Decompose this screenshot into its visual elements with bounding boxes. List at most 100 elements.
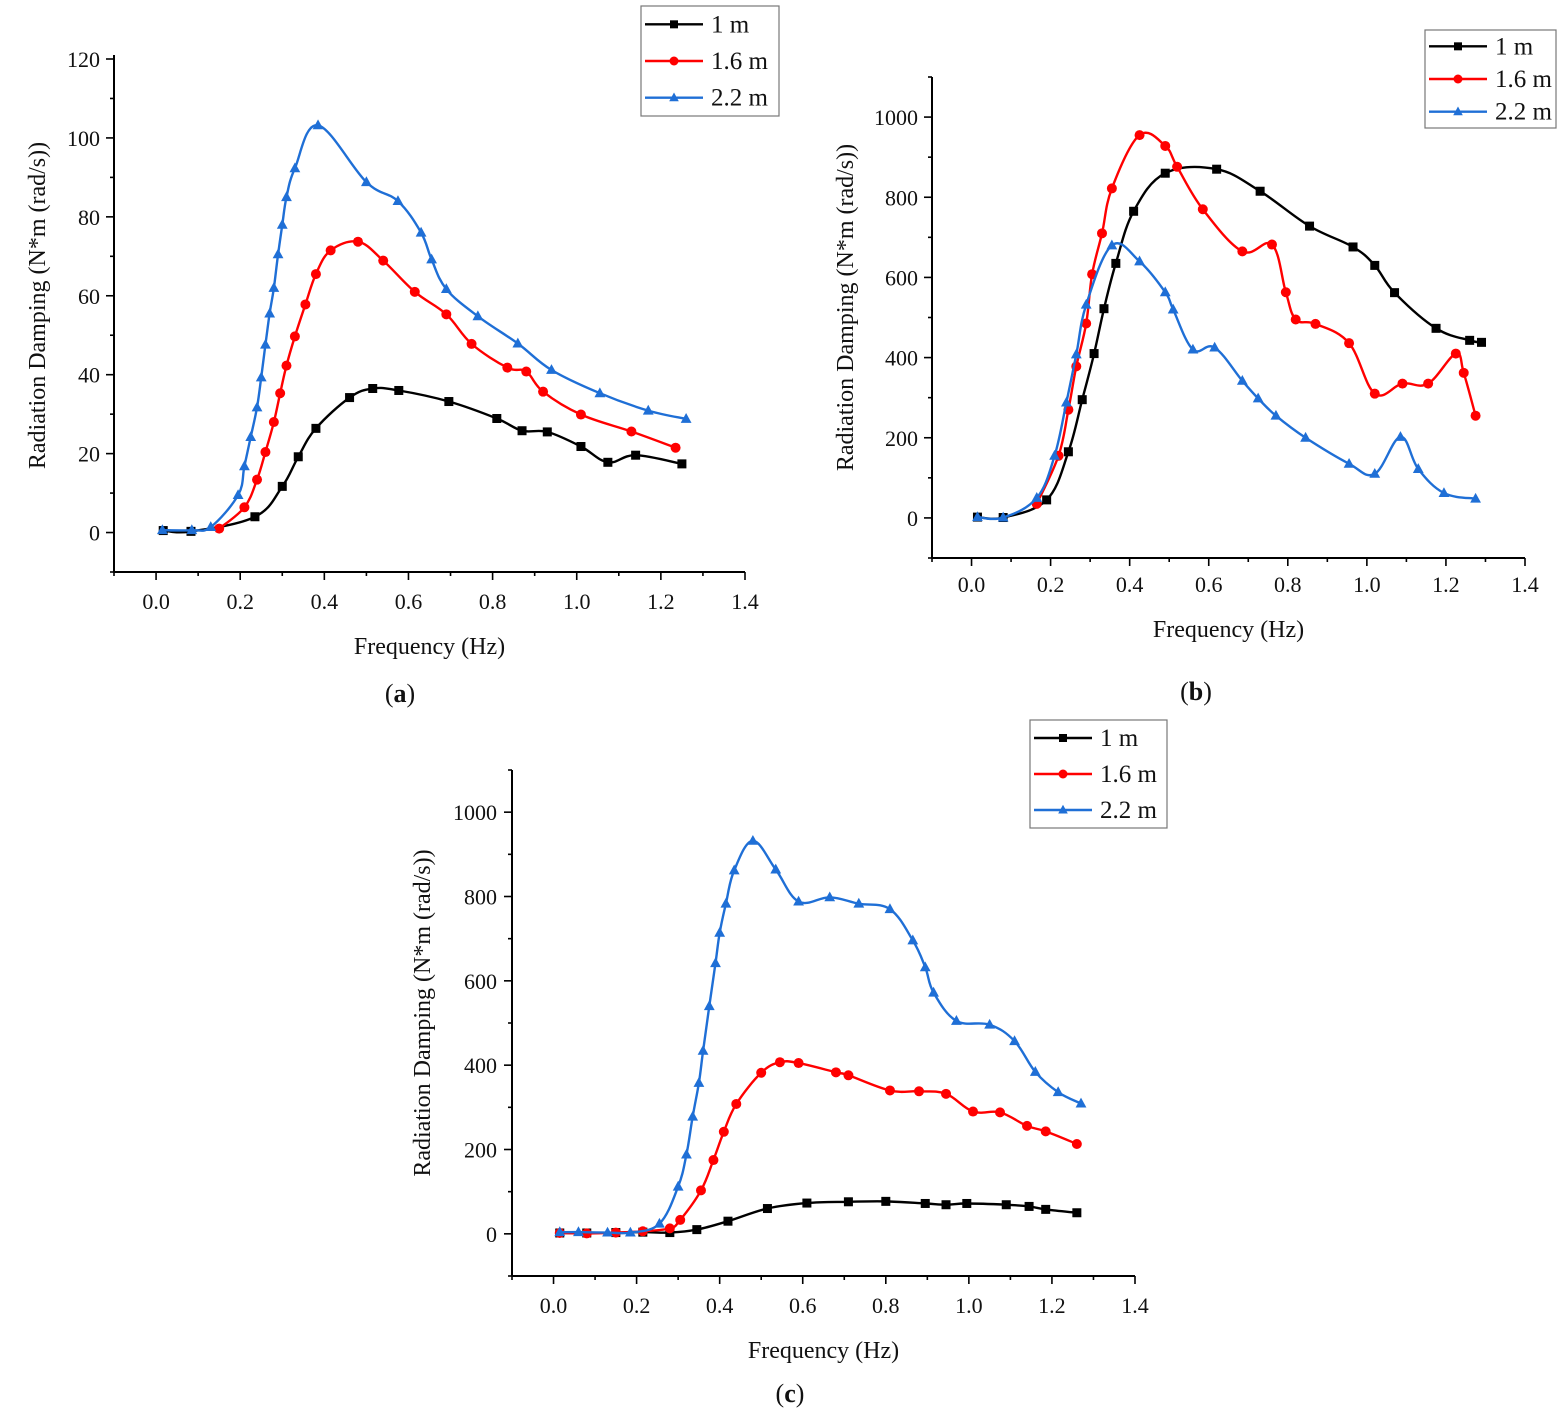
data-point	[1470, 410, 1481, 421]
data-point	[546, 364, 557, 374]
data-point	[1237, 246, 1248, 257]
series-line	[976, 165, 1483, 520]
panel-label: (b)	[1180, 677, 1212, 706]
data-point	[1052, 1086, 1064, 1097]
data-point	[1096, 228, 1107, 239]
data-point	[951, 1015, 962, 1025]
data-point	[1049, 449, 1060, 460]
x-tick-label: 1.2	[1432, 572, 1460, 597]
data-point	[1252, 392, 1264, 403]
data-point	[1431, 323, 1441, 333]
y-tick-label: 80	[78, 205, 100, 230]
x-tick-label: 1.0	[1353, 572, 1381, 597]
data-point	[1465, 335, 1475, 345]
data-point	[1041, 1204, 1051, 1214]
data-point	[843, 1197, 853, 1207]
data-point	[1072, 1208, 1082, 1218]
data-point	[594, 387, 606, 398]
data-point	[260, 338, 271, 349]
data-point	[723, 1216, 733, 1226]
legend-label: 2.2 m	[1495, 99, 1553, 126]
data-point	[1348, 242, 1358, 252]
data-point	[205, 521, 217, 531]
series-line	[558, 1200, 1079, 1235]
data-point	[472, 310, 484, 321]
legend-label: 1.6 m	[711, 48, 769, 75]
series-1-6-m	[554, 1057, 1082, 1239]
legend-label: 1 m	[1495, 33, 1534, 60]
data-point	[260, 447, 271, 458]
data-point	[793, 895, 804, 906]
y-tick-label: 400	[885, 346, 918, 371]
data-point	[1061, 396, 1072, 407]
data-point	[268, 417, 279, 428]
data-point	[392, 195, 404, 206]
data-point	[289, 331, 300, 342]
series-2-2-m	[972, 239, 1481, 522]
data-point	[824, 891, 836, 902]
y-tick-label: 800	[464, 885, 497, 910]
data-point	[762, 1204, 772, 1214]
data-point	[1070, 348, 1082, 359]
data-point	[962, 1198, 972, 1208]
data-point	[1438, 487, 1450, 498]
x-tick-label: 0.0	[958, 572, 986, 597]
y-tick-label: 200	[885, 426, 918, 451]
data-point	[272, 248, 284, 259]
data-point	[444, 397, 454, 407]
x-tick-label: 1.2	[1038, 1293, 1066, 1318]
data-point	[1236, 374, 1248, 385]
x-axis-label: Frequency (Hz)	[748, 1338, 899, 1364]
data-point	[693, 1077, 705, 1087]
legend-label: 1 m	[711, 11, 750, 38]
data-point	[1134, 130, 1145, 141]
data-point	[672, 1180, 684, 1191]
data-point	[517, 426, 527, 436]
y-tick-label: 400	[464, 1053, 497, 1078]
legend-marker	[1058, 804, 1068, 814]
data-point	[1167, 303, 1179, 314]
data-point	[642, 404, 654, 415]
data-point	[1270, 409, 1282, 420]
data-point	[1209, 341, 1221, 352]
x-tick-label: 1.4	[1511, 572, 1539, 597]
legend-label: 2.2 m	[1100, 797, 1158, 824]
data-point	[466, 338, 477, 349]
legend-marker	[1453, 106, 1463, 116]
chart-a: 0 20 40 60 80 100 120 0.0 0.2 0.4 0.6 0.8 1.0 1.2 1.4 F…	[25, 5, 780, 708]
data-point	[697, 1044, 709, 1055]
data-point	[252, 474, 263, 485]
data-point	[677, 459, 687, 469]
y-tick-label: 0	[89, 521, 100, 546]
legend-label: 1 m	[1100, 725, 1139, 752]
y-tick-label: 0	[486, 1222, 497, 1247]
legend-marker	[669, 56, 679, 66]
data-point	[1172, 161, 1183, 172]
data-point	[907, 934, 919, 945]
data-point	[1390, 288, 1400, 298]
y-tick-label: 600	[885, 265, 918, 290]
data-point	[1106, 239, 1118, 250]
x-axis-label: Frequency (Hz)	[1153, 617, 1304, 643]
legend: 1 m 1.6 m 2.2 m	[1029, 719, 1168, 829]
data-point	[1134, 255, 1145, 266]
data-point	[928, 986, 939, 997]
data-point	[770, 863, 782, 874]
data-point	[300, 299, 311, 310]
data-point	[1310, 318, 1321, 329]
legend-label: 1.6 m	[1495, 66, 1553, 93]
x-tick-label: 0.8	[872, 1293, 900, 1318]
data-point	[710, 957, 721, 968]
data-point	[1160, 168, 1170, 178]
data-point	[512, 337, 524, 348]
data-point	[664, 1223, 675, 1234]
data-point	[997, 511, 1009, 522]
data-point	[1266, 239, 1277, 250]
data-point	[914, 1086, 925, 1097]
data-point	[1075, 1097, 1087, 1108]
series-1-6-m	[214, 236, 681, 534]
data-point	[281, 191, 292, 202]
data-point	[793, 1058, 804, 1069]
data-point	[156, 524, 168, 535]
series-2-2-m	[554, 834, 1087, 1237]
